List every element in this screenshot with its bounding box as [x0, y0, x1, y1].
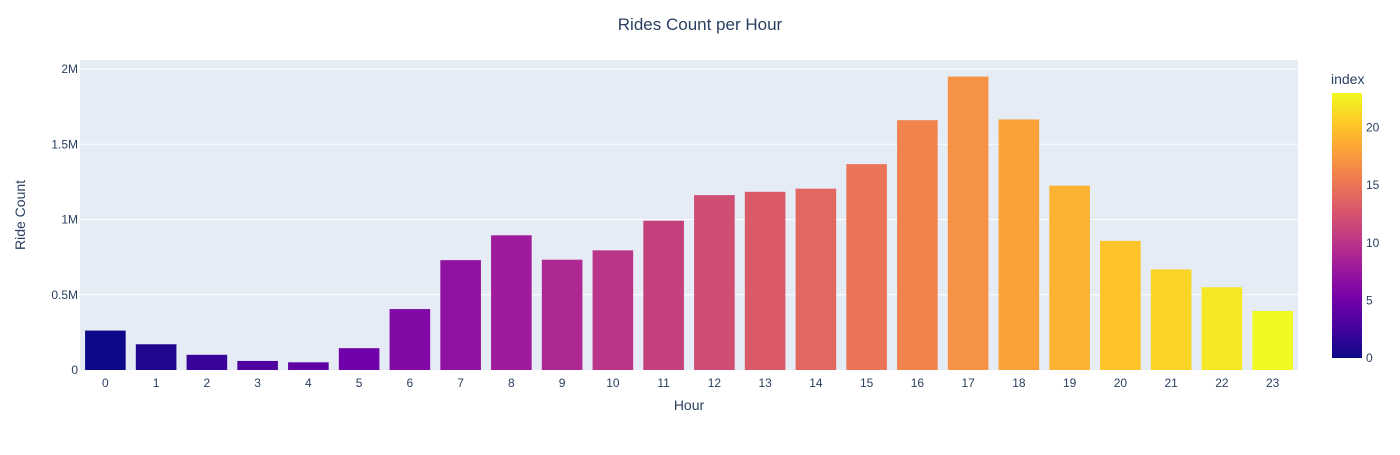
x-tick-label: 15: [860, 376, 874, 390]
x-tick-label: 22: [1215, 376, 1229, 390]
x-tick-label: 19: [1063, 376, 1077, 390]
colorbar-tick-label: 10: [1366, 236, 1380, 250]
x-tick-label: 7: [457, 376, 464, 390]
bar-hour-17: [947, 76, 989, 370]
colorbar-gradient: [1332, 93, 1362, 358]
bar-hour-0: [85, 330, 126, 370]
y-tick-label: 1.5M: [51, 137, 78, 151]
x-tick-label: 2: [204, 376, 211, 390]
bar-hour-14: [795, 188, 837, 370]
x-tick-label: 18: [1012, 376, 1026, 390]
bar-hour-11: [643, 220, 684, 370]
x-tick-label: 6: [407, 376, 414, 390]
bar-hour-15: [846, 164, 887, 370]
x-tick-label: 16: [911, 376, 925, 390]
gridlines: [80, 68, 1298, 296]
colorbar-title: index: [1331, 71, 1364, 87]
bar-hour-20: [1100, 240, 1141, 370]
bar-hour-22: [1201, 287, 1243, 370]
y-axis-ticks: 0 0.5M 1M 1.5M 2M: [51, 62, 78, 377]
x-tick-label: 1: [153, 376, 160, 390]
x-tick-label: 10: [606, 376, 620, 390]
colorbar-ticks: 0 5 10 15 20: [1366, 121, 1380, 365]
bar-hour-6: [389, 309, 431, 370]
x-tick-label: 9: [559, 376, 566, 390]
bars: [85, 76, 1293, 371]
bar-hour-7: [440, 260, 481, 370]
x-tick-label: 21: [1164, 376, 1178, 390]
bar-hour-2: [186, 354, 228, 370]
x-tick-label: 11: [657, 376, 670, 390]
x-tick-label: 0: [102, 376, 109, 390]
bar-hour-23: [1252, 311, 1293, 370]
bar-hour-3: [237, 360, 278, 370]
y-axis-title: Ride Count: [12, 180, 28, 250]
x-tick-label: 17: [961, 376, 975, 390]
x-tick-label: 12: [708, 376, 722, 390]
bar-hour-19: [1049, 185, 1090, 370]
x-tick-label: 5: [356, 376, 363, 390]
x-tick-label: 20: [1114, 376, 1128, 390]
bar-hour-10: [592, 250, 634, 370]
x-tick-label: 8: [508, 376, 515, 390]
colorbar: index 0 5 10 15 20: [1331, 71, 1380, 365]
bar-hour-13: [744, 191, 786, 370]
bar-hour-18: [998, 119, 1040, 371]
plot-area: [80, 60, 1298, 370]
x-tick-label: 23: [1266, 376, 1280, 390]
bar-hour-9: [541, 259, 583, 370]
colorbar-tick-label: 5: [1366, 293, 1373, 307]
y-tick-label: 2M: [61, 62, 78, 76]
x-tick-label: 13: [758, 376, 772, 390]
y-tick-label: 0.5M: [51, 288, 78, 302]
bar-hour-4: [288, 362, 329, 370]
bar-hour-12: [694, 195, 735, 370]
bar-hour-16: [897, 120, 938, 370]
y-tick-label: 0: [71, 363, 78, 377]
x-axis-title: Hour: [674, 397, 705, 413]
x-tick-label: 4: [305, 376, 312, 390]
x-axis-ticks: 0 1 2 3 4 5 6 7 8 9 10 11 12 13 14 15 16 17 18 19 20 21 22 23: [102, 376, 1280, 390]
x-tick-label: 3: [254, 376, 261, 390]
y-tick-label: 1M: [61, 213, 78, 227]
colorbar-tick-label: 20: [1366, 121, 1380, 135]
bar-hour-1: [135, 344, 177, 370]
bar-hour-8: [491, 235, 532, 370]
colorbar-tick-label: 0: [1366, 351, 1373, 365]
chart-title: Rides Count per Hour: [618, 15, 783, 34]
colorbar-tick-label: 15: [1366, 178, 1380, 192]
bar-hour-5: [338, 348, 380, 370]
x-tick-label: 14: [809, 376, 823, 390]
bar-hour-21: [1150, 269, 1192, 370]
